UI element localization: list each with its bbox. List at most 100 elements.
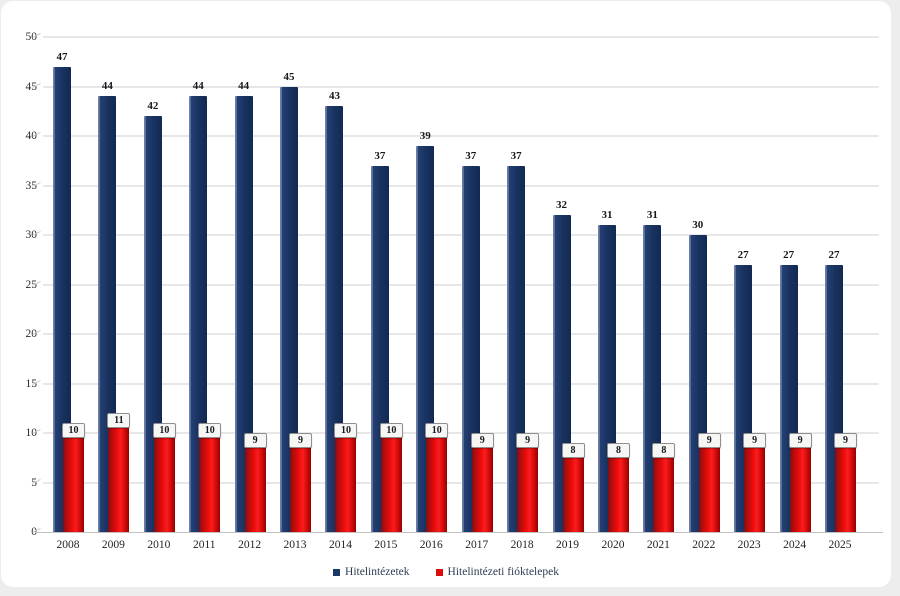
bar-value-label-red-2013: 9 [289,432,313,448]
bar-hitelintézetek-2012 [234,96,253,532]
gridline [43,333,879,335]
legend-item-fioktelepek: Hitelintézeti fióktelepek [435,566,559,578]
x-axis-tick-label-2023: 2023 [737,539,761,551]
bar-value-label-blue-2016: 39 [419,129,431,142]
gridline [43,135,879,137]
bar-value-label-red-2009: 11 [107,413,131,429]
gridline [43,432,879,434]
bar-value-label-blue-2008: 47 [56,50,68,63]
x-axis-line [35,532,883,533]
bar-fioktelepek-2016 [426,433,448,532]
y-axis-tick-label: 40 [25,130,38,142]
bar-fioktelepek-2021 [653,452,675,532]
bar-fioktelepek-2018 [517,442,539,532]
bar-value-label-blue-2011: 44 [192,80,204,93]
bar-fioktelepek-2010 [153,433,175,532]
bar-value-label-red-2024: 9 [788,432,812,448]
x-axis-tick-label-2014: 2014 [328,539,352,551]
bar-value-label-blue-2020: 31 [601,209,613,222]
bar-fioktelepek-2020 [607,452,629,532]
x-axis-tick-label-2021: 2021 [646,539,670,551]
bar-value-label-blue-2017: 37 [465,149,477,162]
x-axis-tick-label-2020: 2020 [601,539,625,551]
bar-value-label-blue-2023: 27 [737,248,749,261]
bar-value-label-red-2012: 9 [243,432,267,448]
x-axis-tick-label-2013: 2013 [283,539,307,551]
bar-value-label-red-2020: 8 [606,442,630,458]
y-axis-tick-label: 35 [25,179,38,192]
bar-value-label-red-2023: 9 [743,432,767,448]
gridline [43,85,879,88]
bar-fioktelepek-2022 [698,442,720,532]
y-axis-tick-label: 15 [25,377,38,390]
bar-hitelintézetek-2008 [53,66,71,532]
x-axis-tick-label-2024: 2024 [783,539,807,551]
legend-item-hitelintezetek: Hitelintézetek [333,566,410,578]
bar-fioktelepek-2009 [108,423,130,532]
legend-label-hitelintezetek: Hitelintézetek [345,566,410,578]
bar-fioktelepek-2015 [380,433,402,532]
bar-value-label-red-2018: 9 [516,432,540,448]
gridline [43,36,879,38]
bar-value-label-red-2025: 9 [834,432,857,448]
bar-value-label-red-2015: 10 [379,423,403,438]
bar-fioktelepek-2024 [789,442,811,532]
legend-label-fioktelepek: Hitelintézeti fióktelepek [447,566,559,578]
chart-card: 0510152025303540455047102008441120094210… [1,1,891,587]
bar-fioktelepek-2011 [199,433,221,532]
bar-value-label-blue-2024: 27 [783,248,795,261]
x-axis-tick-label-2015: 2015 [374,539,398,551]
y-axis-tick-label: 20 [25,328,38,340]
bar-value-label-blue-2014: 43 [328,90,340,103]
y-axis-tick-label: 10 [25,427,38,439]
bar-value-label-red-2019: 8 [561,442,585,458]
gridline [43,481,879,484]
x-axis-tick-label-2008: 2008 [56,539,80,551]
bar-value-label-red-2017: 9 [470,432,494,448]
bar-fioktelepek-2008 [63,433,84,532]
bar-fioktelepek-2013 [290,442,312,532]
bar-fioktelepek-2017 [471,442,493,532]
bar-value-label-red-2014: 10 [334,423,358,438]
x-axis-tick-label-2017: 2017 [465,539,489,551]
bar-value-label-red-2022: 9 [697,432,721,448]
x-axis-tick-label-2019: 2019 [556,539,580,551]
x-axis-tick-label-2018: 2018 [510,539,534,551]
bar-value-label-red-2008: 10 [62,423,85,438]
y-axis-tick-label: 50 [25,31,38,43]
bar-fioktelepek-2025 [835,442,856,532]
bar-fioktelepek-2012 [244,442,266,532]
bar-fioktelepek-2014 [335,433,357,532]
bar-fioktelepek-2019 [562,452,584,532]
bar-value-label-blue-2019: 32 [556,199,568,212]
y-axis-tick-label: 30 [25,229,38,241]
gridline [43,382,879,385]
y-axis-tick-label: 25 [25,278,38,291]
bar-value-label-blue-2021: 31 [646,209,658,222]
bar-value-label-blue-2009: 44 [101,80,113,93]
x-axis-tick-label-2022: 2022 [692,539,716,551]
bar-value-label-red-2010: 10 [152,423,176,438]
x-axis-tick-label-2025: 2025 [828,539,852,551]
x-axis-tick-label-2012: 2012 [238,539,262,551]
gridline [43,184,879,187]
legend-swatch-blue-icon [333,568,341,576]
bar-value-label-blue-2012: 44 [238,80,250,93]
bar-value-label-red-2011: 10 [198,423,222,438]
y-axis-tick-label: 45 [25,80,38,93]
bar-hitelintézetek-2013 [280,86,299,532]
bar-value-label-red-2016: 10 [425,423,449,438]
x-axis-tick-label-2009: 2009 [101,539,125,551]
x-axis-tick-label-2016: 2016 [419,539,443,551]
legend: Hitelintézetek Hitelintézeti fióktelepek [1,561,891,583]
legend-swatch-red-icon [435,568,443,576]
bar-value-label-blue-2022: 30 [692,219,704,231]
bar-fioktelepek-2023 [744,442,766,532]
x-axis-tick-label-2011: 2011 [192,539,216,551]
x-axis-tick-label-2010: 2010 [147,539,171,551]
bar-value-label-red-2021: 8 [652,442,676,458]
gridline [43,234,879,236]
bar-value-label-blue-2013: 45 [283,70,295,83]
bar-value-label-blue-2010: 42 [147,100,159,113]
gridline [43,283,879,286]
